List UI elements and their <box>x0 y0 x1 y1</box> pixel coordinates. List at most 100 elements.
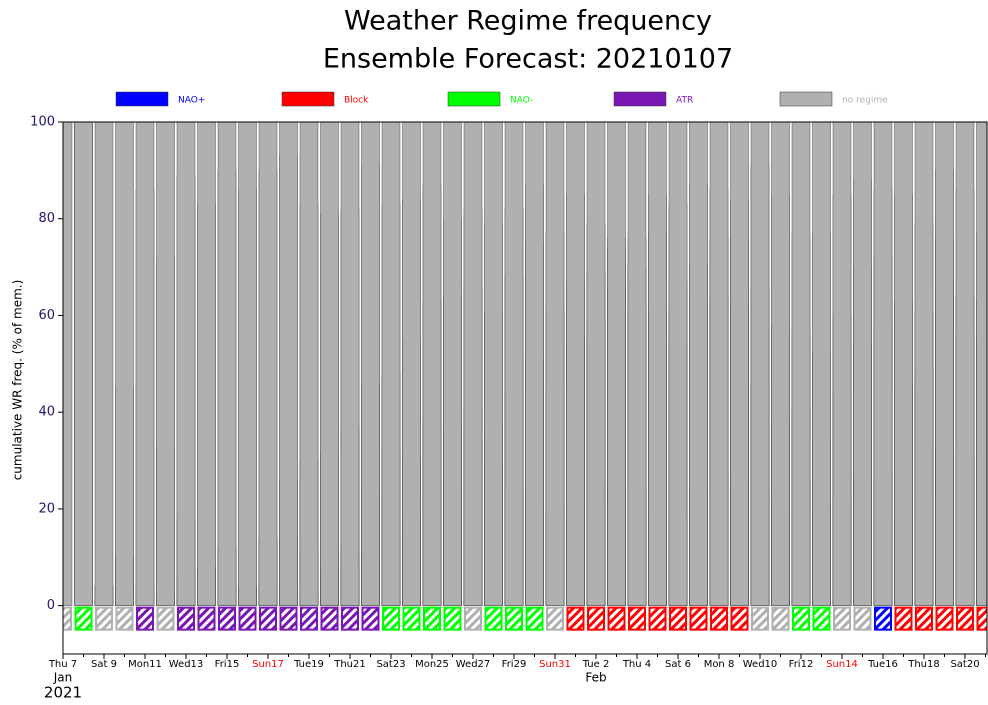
bar-segment <box>74 122 93 606</box>
bar-segment <box>586 122 606 606</box>
bar-segment <box>689 122 708 606</box>
bar-segment <box>381 122 401 606</box>
x-tick-label: Fri15 <box>215 659 240 670</box>
x-tick-label: Sun31 <box>539 659 571 670</box>
dominant-regime-box <box>443 606 462 631</box>
x-tick-label: Thu 7 <box>48 659 77 670</box>
dominant-regime-box <box>935 606 954 631</box>
y-tick-label: 20 <box>38 501 55 516</box>
dominant-regime-box <box>710 606 728 631</box>
bar-segment <box>258 122 278 606</box>
x-tick-label: Tue 2 <box>582 659 610 670</box>
chart-subtitle: Ensemble Forecast: 20210107 <box>323 44 733 75</box>
bar-segment <box>115 122 134 606</box>
bar-segment <box>422 122 442 606</box>
legend-label: Block <box>344 96 369 106</box>
bar-segment <box>648 122 667 606</box>
dominant-regime-box <box>566 606 585 631</box>
dominant-regime-box <box>341 606 359 631</box>
dominant-regime-box <box>300 606 318 631</box>
x-tick-label: Mon11 <box>128 659 162 670</box>
month-label: Feb <box>585 671 606 685</box>
bar-segment <box>627 122 647 606</box>
bar-segment <box>94 122 114 606</box>
dominant-regime-box <box>402 606 421 631</box>
dominant-regime-box <box>63 606 72 631</box>
bar-segment <box>504 122 524 606</box>
bar-segment <box>299 122 319 606</box>
legend-label: no regime <box>842 96 888 106</box>
plot-area <box>63 122 987 631</box>
dominant-regime-box <box>464 606 482 631</box>
x-tick-label: Fri29 <box>502 659 527 670</box>
legend-swatch <box>447 91 501 107</box>
bar-segment <box>709 122 729 606</box>
legend-swatch <box>613 91 667 107</box>
bar-segment <box>955 122 975 606</box>
plot-frame <box>62 121 988 655</box>
dominant-regime-box <box>730 606 749 631</box>
bar-segment <box>320 122 339 606</box>
dominant-regime-box <box>669 606 687 631</box>
bar-segment <box>607 122 626 606</box>
bar-segment <box>935 122 954 606</box>
dominant-regime-box <box>238 606 257 631</box>
bar-segment <box>361 122 380 606</box>
dominant-regime-box <box>874 606 892 631</box>
dominant-regime-box <box>689 606 708 631</box>
x-tick-label: Thu18 <box>907 659 940 670</box>
bar-segment <box>463 122 483 606</box>
y-axis-label: cumulative WR freq. (% of mem.) <box>11 280 25 481</box>
dominant-regime-box <box>648 606 667 631</box>
dominant-regime-box <box>218 606 236 631</box>
dominant-regime-box <box>95 606 113 631</box>
dominant-regime-box <box>156 606 175 631</box>
x-tick-label: Wed13 <box>169 659 204 670</box>
bar-segment <box>771 122 790 606</box>
dominant-regime-box <box>279 606 298 631</box>
y-tick-label: 80 <box>38 211 55 226</box>
bar-segment <box>566 122 585 606</box>
legend-swatch <box>281 91 335 107</box>
bar-segment <box>217 122 237 606</box>
bar-segment <box>176 122 196 606</box>
x-tick-label: Wed10 <box>743 659 778 670</box>
bar-segment <box>914 122 934 606</box>
dominant-regime-box <box>525 606 544 631</box>
bar-segment <box>238 122 257 606</box>
x-tick-label: Mon25 <box>415 659 449 670</box>
dominant-regime-box <box>587 606 605 631</box>
x-tick-label: Sat 9 <box>91 659 117 670</box>
x-tick-label: Sat 6 <box>665 659 691 670</box>
dominant-regime-box <box>197 606 216 631</box>
dominant-regime-box <box>74 606 93 631</box>
legend-swatch <box>115 91 169 107</box>
x-tick-label: Fri12 <box>789 659 814 670</box>
bar-segment <box>832 122 852 606</box>
bar-segment <box>791 122 811 606</box>
bar-segment <box>545 122 565 606</box>
dominant-regime-box <box>361 606 380 631</box>
x-tick-label: Sat20 <box>950 659 979 670</box>
legend-label: NAO+ <box>178 96 205 106</box>
bar-segment <box>668 122 688 606</box>
dominant-regime-box <box>792 606 810 631</box>
bar-segment <box>156 122 175 606</box>
dominant-regime-box <box>423 606 441 631</box>
dominant-regime-box <box>505 606 523 631</box>
y-tick-label: 60 <box>38 308 55 323</box>
dominant-regime-box <box>976 606 987 631</box>
y-tick-label: 0 <box>47 598 55 613</box>
x-tick-label: Mon 8 <box>704 659 735 670</box>
dominant-regime-box <box>484 606 503 631</box>
dominant-regime-box <box>628 606 646 631</box>
bar-segment <box>443 122 462 606</box>
x-tick-label: Tue19 <box>293 659 324 670</box>
dominant-regime-box <box>136 606 154 631</box>
dominant-regime-box <box>382 606 400 631</box>
bar-segment <box>340 122 360 606</box>
year-label: 2021 <box>44 684 82 702</box>
bar-segment <box>812 122 831 606</box>
y-tick-label: 100 <box>30 115 55 130</box>
